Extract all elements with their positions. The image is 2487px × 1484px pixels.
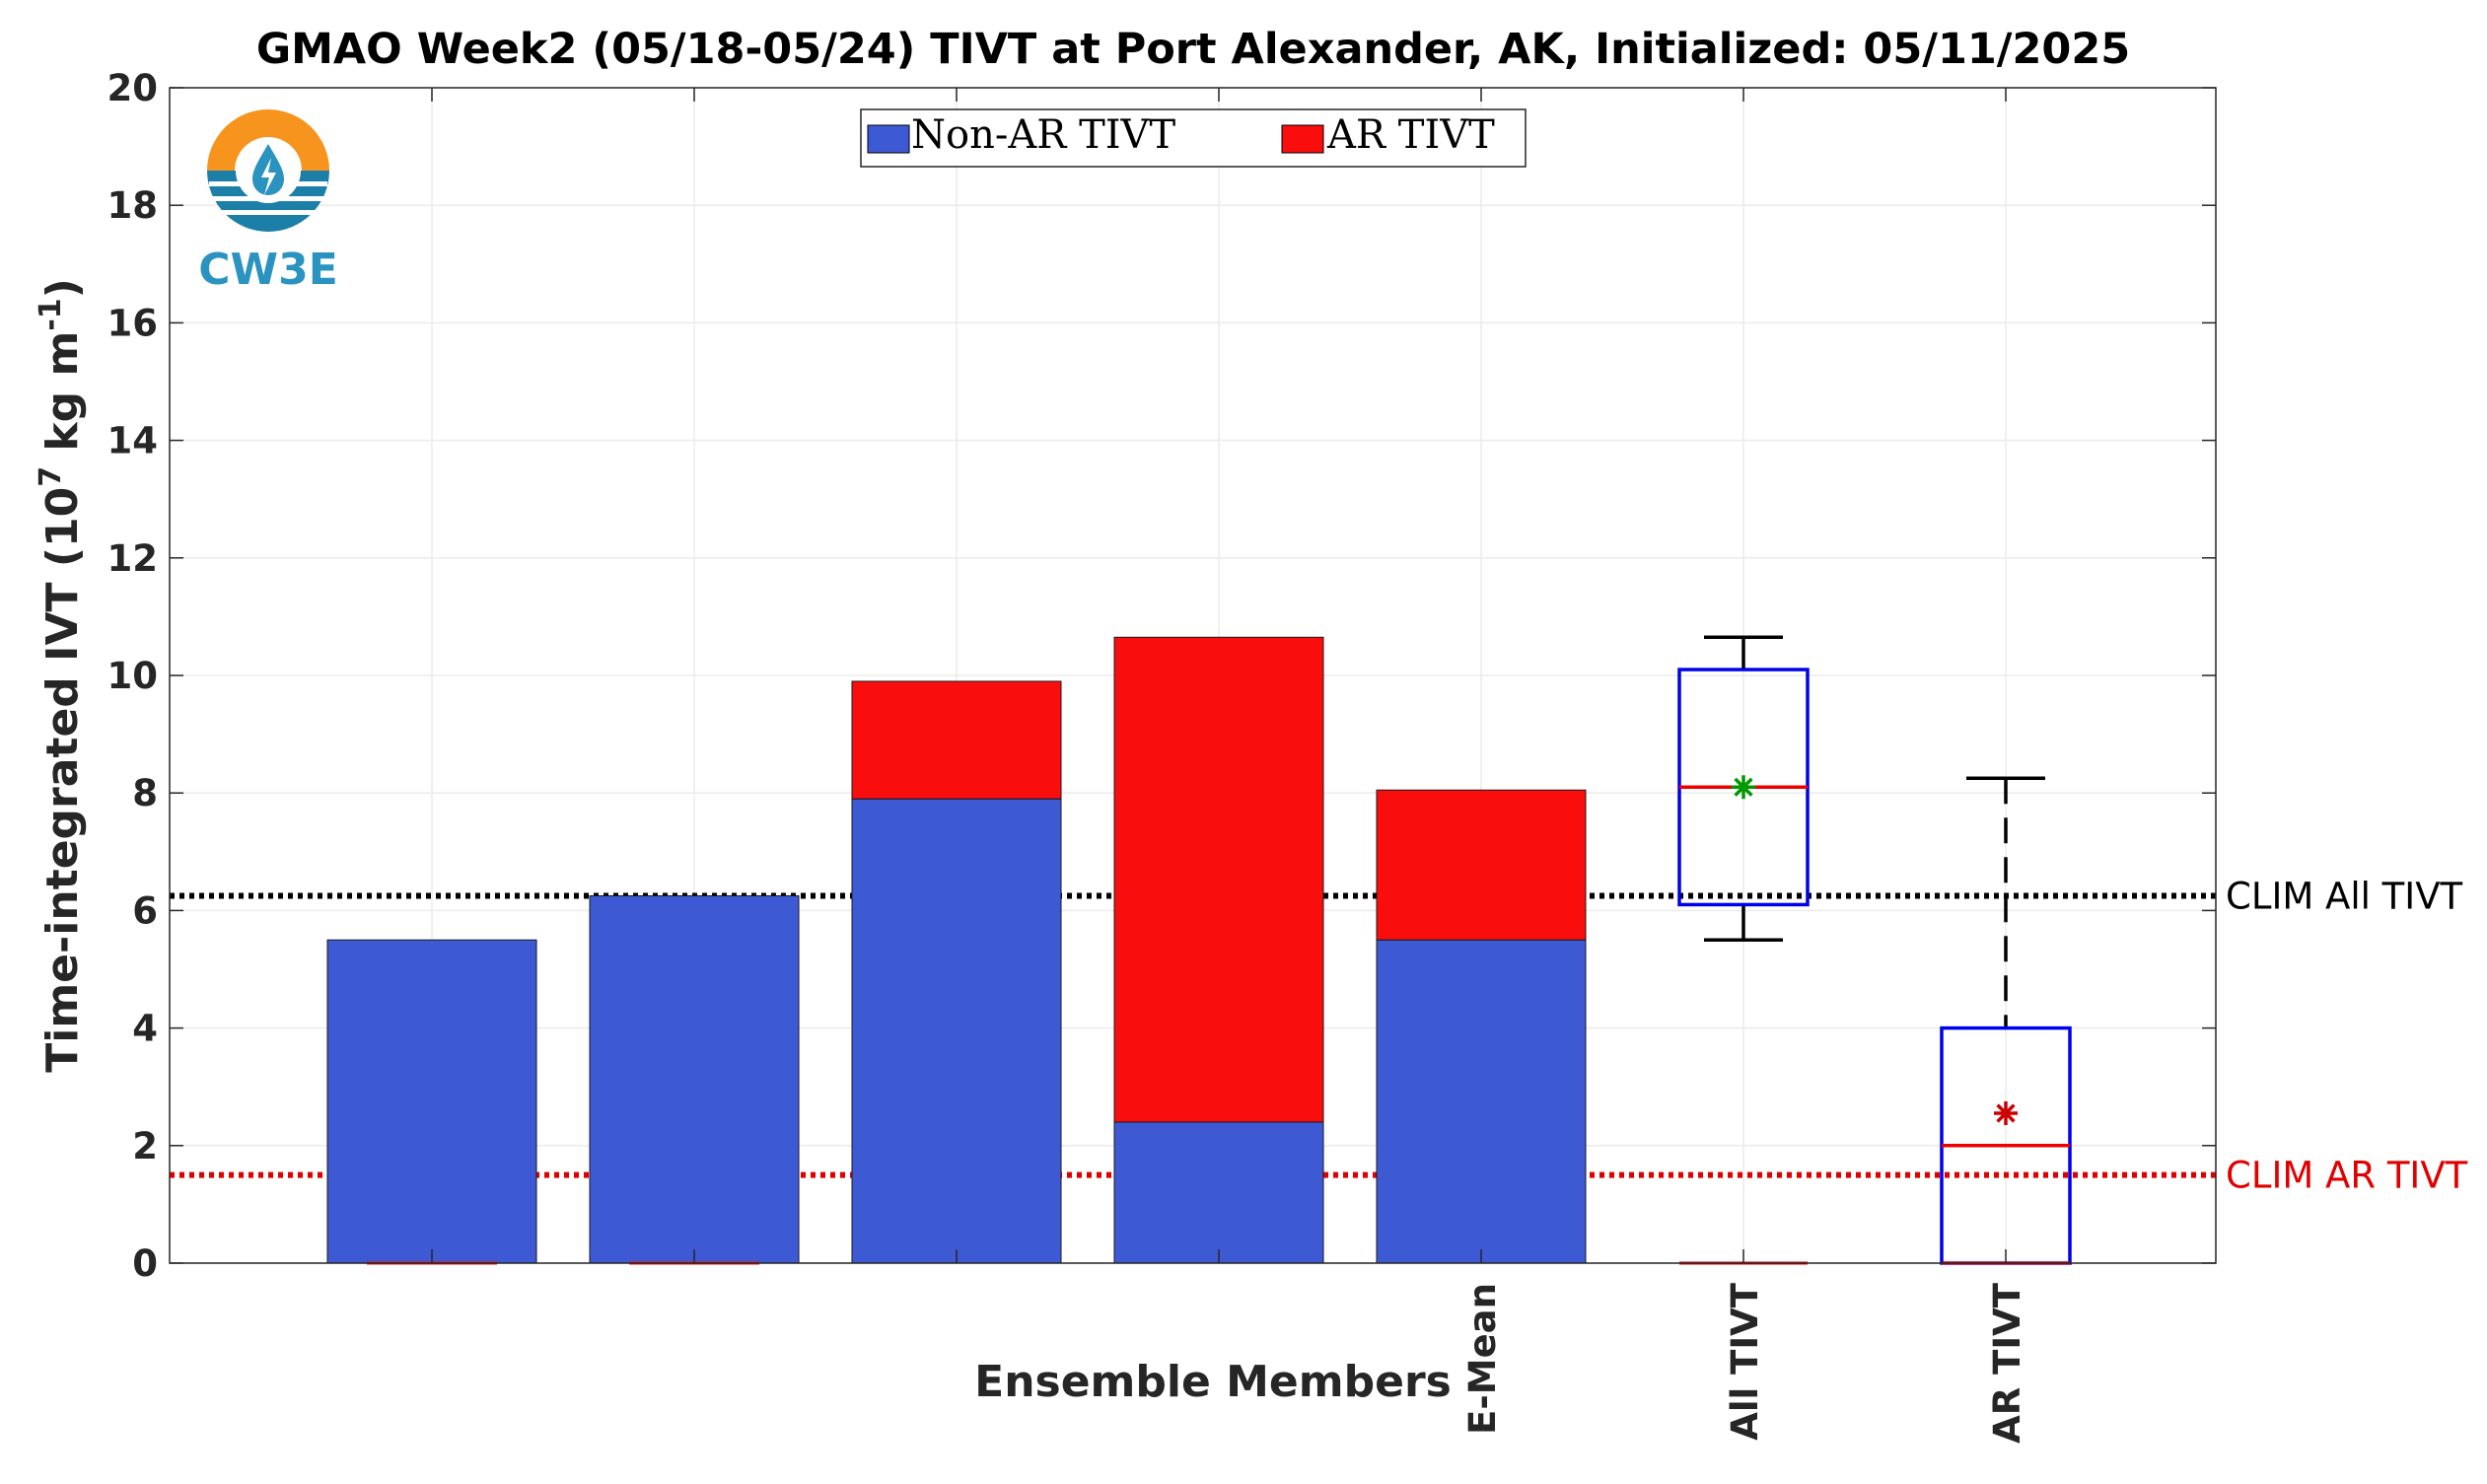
y-axis-label: Time-integrated IVT (107 kg m-1): [34, 278, 88, 1073]
logo-wave-line: [221, 210, 316, 215]
bar-ar: [1376, 789, 1587, 941]
legend-box: [860, 108, 1527, 168]
chart-title: GMAO Week2 (05/18-05/24) TIVT at Port Al…: [256, 25, 2130, 74]
y-tick-label: 10: [107, 655, 159, 697]
boxplots: [1677, 635, 2072, 1265]
x-axis-label: Ensemble Members: [974, 1357, 1452, 1407]
x-tick-label: E-Mean: [1461, 1283, 1504, 1435]
bar-non-ar: [326, 939, 537, 1264]
lightning-icon: [261, 158, 276, 195]
y-axis-ticks: 0 2 4 6 8 10 12 14 16 18 20: [107, 67, 2216, 1285]
mean-marker: [1994, 1101, 2018, 1126]
x-axis-ticks: E-Mean All TIVT AR TIVT: [431, 88, 2028, 1444]
legend-swatch-non-ar: [867, 124, 910, 154]
logo-text: CW3E: [198, 245, 338, 295]
mean-marker-stroke: [1996, 1103, 2016, 1123]
y-tick-label: 4: [132, 1008, 158, 1050]
y-tick-label: 6: [132, 889, 158, 932]
y-tick-label: 20: [107, 67, 159, 109]
y-tick-label: 2: [132, 1125, 158, 1167]
bar-ar: [1113, 636, 1324, 1123]
y-tick-label: 12: [107, 537, 159, 580]
y-tick-label: 0: [132, 1242, 158, 1285]
bar-non-ar: [1113, 1121, 1324, 1264]
logo-ring: [207, 109, 329, 171]
y-tick-label: 14: [107, 420, 159, 462]
cw3e-logo: CW3E: [198, 109, 338, 295]
y-tick-label: 18: [107, 184, 159, 227]
bar-non-ar: [589, 895, 800, 1264]
legend-label-non-ar: Non-AR TIVT: [911, 112, 1175, 158]
legend-swatch-ar: [1281, 124, 1324, 154]
reference-line-label: CLIM AR TIVT: [2226, 1155, 2468, 1197]
reference-line-label: CLIM All TIVT: [2226, 876, 2463, 918]
bars: [326, 636, 1587, 1265]
y-tick-label: 8: [132, 772, 158, 814]
mean-marker-stroke: [1734, 777, 1753, 797]
y-tick-label: 16: [107, 302, 159, 344]
bar-ar: [851, 680, 1062, 800]
mean-marker: [1732, 775, 1755, 800]
bar-non-ar: [851, 798, 1062, 1264]
legend-label-ar: AR TIVT: [1326, 112, 1495, 158]
x-tick-label: All TIVT: [1724, 1282, 1766, 1441]
x-tick-label: AR TIVT: [1986, 1282, 2028, 1444]
reference-lines: CLIM All TIVT CLIM AR TIVT: [170, 876, 2468, 1197]
legend: Non-AR TIVT AR TIVT: [860, 108, 1527, 168]
bar-non-ar: [1376, 939, 1587, 1264]
